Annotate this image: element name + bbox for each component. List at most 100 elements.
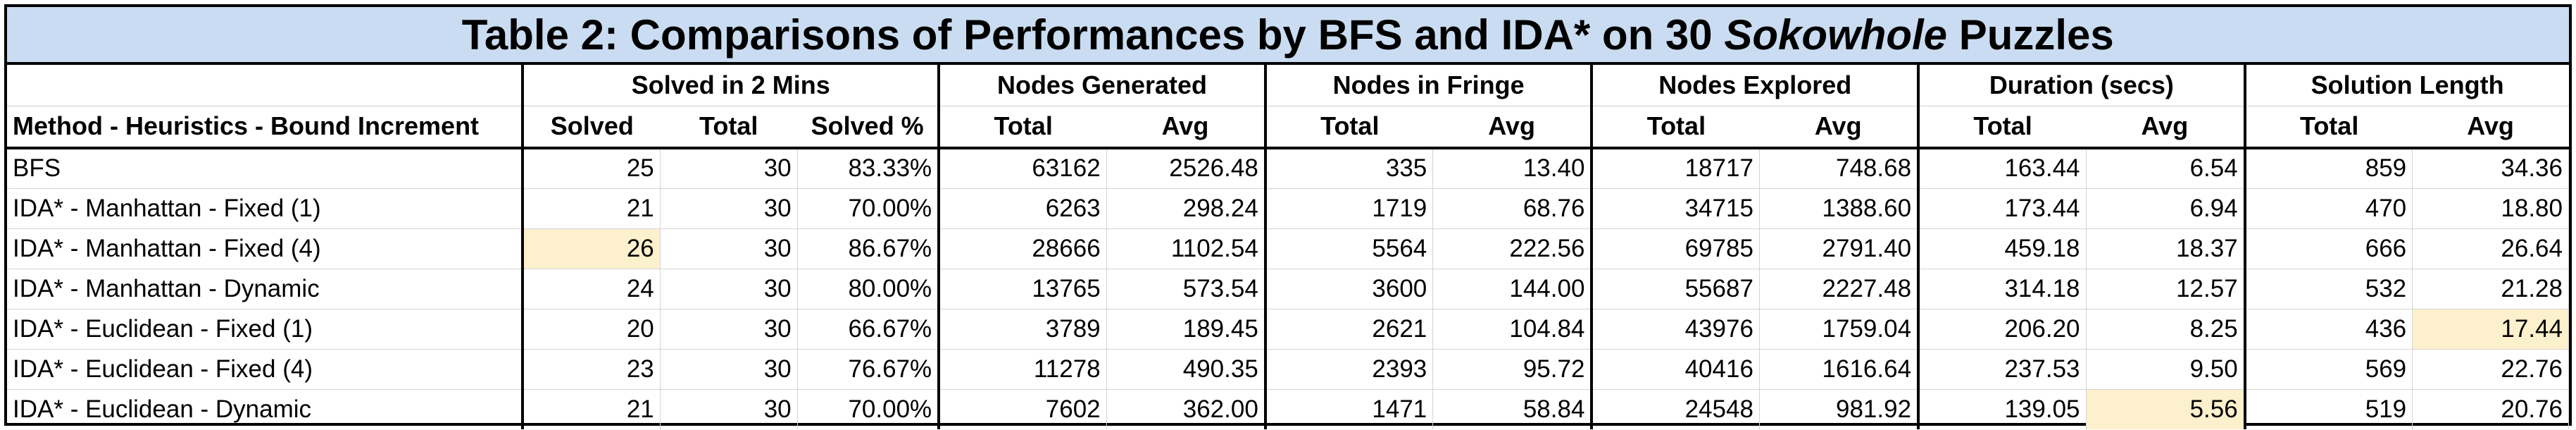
cell-gen-total: 3789 — [939, 309, 1107, 350]
cell-method: IDA* - Manhattan - Fixed (4) — [7, 228, 525, 269]
cell-length-avg: 17.44 — [2412, 309, 2569, 350]
cell-solved: 24 — [523, 269, 661, 309]
column-header-duration-avg: Avg — [2086, 106, 2246, 149]
cell-method: BFS — [7, 148, 525, 189]
cell-solved-pct: 70.00% — [797, 389, 941, 429]
group-header-nodes-generated: Nodes Generated — [939, 63, 1267, 106]
table-title-suffix: Puzzles — [1947, 11, 2114, 59]
table-row: IDA* - Manhattan - Dynamic 24 30 80.00% 1376… — [7, 269, 2569, 309]
cell-solved-pct: 86.67% — [797, 228, 941, 269]
cell-duration-total: 173.44 — [1918, 188, 2087, 229]
column-header-explored-total: Total — [1592, 106, 1760, 149]
cell-duration-avg: 6.94 — [2086, 188, 2246, 229]
cell-explored-total: 43976 — [1592, 309, 1760, 350]
cell-fringe-avg: 68.76 — [1432, 188, 1594, 229]
cell-length-total: 569 — [2244, 349, 2413, 390]
table-body: BFS 25 30 83.33% 63162 2526.48 335 13.40 18717 74… — [7, 148, 2569, 429]
cell-fringe-total: 2393 — [1265, 349, 1434, 390]
cell-length-avg: 34.36 — [2412, 148, 2569, 189]
cell-fringe-avg: 58.84 — [1432, 389, 1594, 429]
cell-duration-avg: 6.54 — [2086, 148, 2246, 189]
cell-explored-total: 24548 — [1592, 389, 1760, 429]
group-header-solution-length: Solution Length — [2244, 63, 2569, 106]
cell-gen-avg: 2526.48 — [1106, 148, 1267, 189]
table-row: BFS 25 30 83.33% 63162 2526.48 335 13.40 18717 74… — [7, 148, 2569, 189]
cell-explored-total: 40416 — [1592, 349, 1760, 390]
column-header-length-total: Total — [2244, 106, 2413, 149]
cell-solved-pct: 76.67% — [797, 349, 941, 390]
cell-duration-total: 206.20 — [1918, 309, 2087, 350]
cell-duration-total: 139.05 — [1918, 389, 2087, 429]
cell-fringe-total: 2621 — [1265, 309, 1434, 350]
column-header-solved: Solved — [523, 106, 661, 149]
cell-total: 30 — [660, 349, 798, 390]
cell-solved: 26 — [523, 228, 661, 269]
column-header-gen-avg: Avg — [1106, 106, 1267, 149]
cell-solved-pct: 66.67% — [797, 309, 941, 350]
cell-total: 30 — [660, 309, 798, 350]
cell-gen-total: 6263 — [939, 188, 1107, 229]
cell-fringe-total: 335 — [1265, 148, 1434, 189]
cell-explored-total: 69785 — [1592, 228, 1760, 269]
cell-duration-avg: 12.57 — [2086, 269, 2246, 309]
cell-length-avg: 20.76 — [2412, 389, 2569, 429]
column-header-explored-avg: Avg — [1759, 106, 1920, 149]
column-header-solved-pct: Solved % — [797, 106, 941, 149]
group-header-nodes-explored: Nodes Explored — [1592, 63, 1920, 106]
cell-solved-pct: 70.00% — [797, 188, 941, 229]
cell-duration-avg: 9.50 — [2086, 349, 2246, 390]
cell-total: 30 — [660, 269, 798, 309]
cell-length-avg: 26.64 — [2412, 228, 2569, 269]
cell-total: 30 — [660, 188, 798, 229]
cell-gen-total: 7602 — [939, 389, 1107, 429]
cell-explored-total: 18717 — [1592, 148, 1760, 189]
cell-gen-avg: 1102.54 — [1106, 228, 1267, 269]
cell-length-avg: 21.28 — [2412, 269, 2569, 309]
cell-length-total: 470 — [2244, 188, 2413, 229]
cell-solved: 21 — [523, 389, 661, 429]
cell-solved: 21 — [523, 188, 661, 229]
cell-gen-total: 13765 — [939, 269, 1107, 309]
group-header-nodes-fringe: Nodes in Fringe — [1265, 63, 1594, 106]
group-header-solved: Solved in 2 Mins — [523, 63, 941, 106]
cell-gen-avg: 573.54 — [1106, 269, 1267, 309]
cell-explored-total: 55687 — [1592, 269, 1760, 309]
cell-fringe-avg: 144.00 — [1432, 269, 1594, 309]
cell-method: IDA* - Euclidean - Fixed (4) — [7, 349, 525, 390]
results-table-container: Table 2: Comparisons of Performances by … — [4, 4, 2572, 429]
cell-duration-total: 237.53 — [1918, 349, 2087, 390]
column-header-total: Total — [660, 106, 798, 149]
cell-fringe-total: 3600 — [1265, 269, 1434, 309]
cell-solved: 25 — [523, 148, 661, 189]
cell-fringe-total: 5564 — [1265, 228, 1434, 269]
table-row: IDA* - Manhattan - Fixed (4) 26 30 86.67% 28… — [7, 228, 2569, 269]
cell-solved-pct: 83.33% — [797, 148, 941, 189]
column-header-method: Method - Heuristics - Bound Increment — [7, 106, 525, 149]
cell-gen-avg: 189.45 — [1106, 309, 1267, 350]
cell-duration-total: 459.18 — [1918, 228, 2087, 269]
cell-explored-avg: 2791.40 — [1759, 228, 1920, 269]
cell-total: 30 — [660, 148, 798, 189]
cell-duration-avg: 8.25 — [2086, 309, 2246, 350]
cell-fringe-avg: 13.40 — [1432, 148, 1594, 189]
column-header-length-avg: Avg — [2412, 106, 2569, 149]
table-row: IDA* - Euclidean - Dynamic 21 30 70.00% 7602… — [7, 389, 2569, 429]
table-row: IDA* - Euclidean - Fixed (4) 23 30 76.67% 11… — [7, 349, 2569, 390]
cell-length-total: 859 — [2244, 148, 2413, 189]
cell-explored-avg: 748.68 — [1759, 148, 1920, 189]
cell-fringe-avg: 104.84 — [1432, 309, 1594, 350]
cell-method: IDA* - Euclidean - Fixed (1) — [7, 309, 525, 350]
cell-gen-total: 11278 — [939, 349, 1107, 390]
cell-method: IDA* - Manhattan - Dynamic — [7, 269, 525, 309]
cell-length-avg: 18.80 — [2412, 188, 2569, 229]
cell-solved-pct: 80.00% — [797, 269, 941, 309]
cell-explored-avg: 2227.48 — [1759, 269, 1920, 309]
results-table: Table 2: Comparisons of Performances by … — [7, 7, 2569, 429]
cell-solved: 20 — [523, 309, 661, 350]
column-header-fringe-avg: Avg — [1432, 106, 1594, 149]
cell-fringe-total: 1719 — [1265, 188, 1434, 229]
column-header-gen-total: Total — [939, 106, 1107, 149]
cell-total: 30 — [660, 389, 798, 429]
table-row: IDA* - Manhattan - Fixed (1) 21 30 70.00% 62… — [7, 188, 2569, 229]
cell-solved: 23 — [523, 349, 661, 390]
